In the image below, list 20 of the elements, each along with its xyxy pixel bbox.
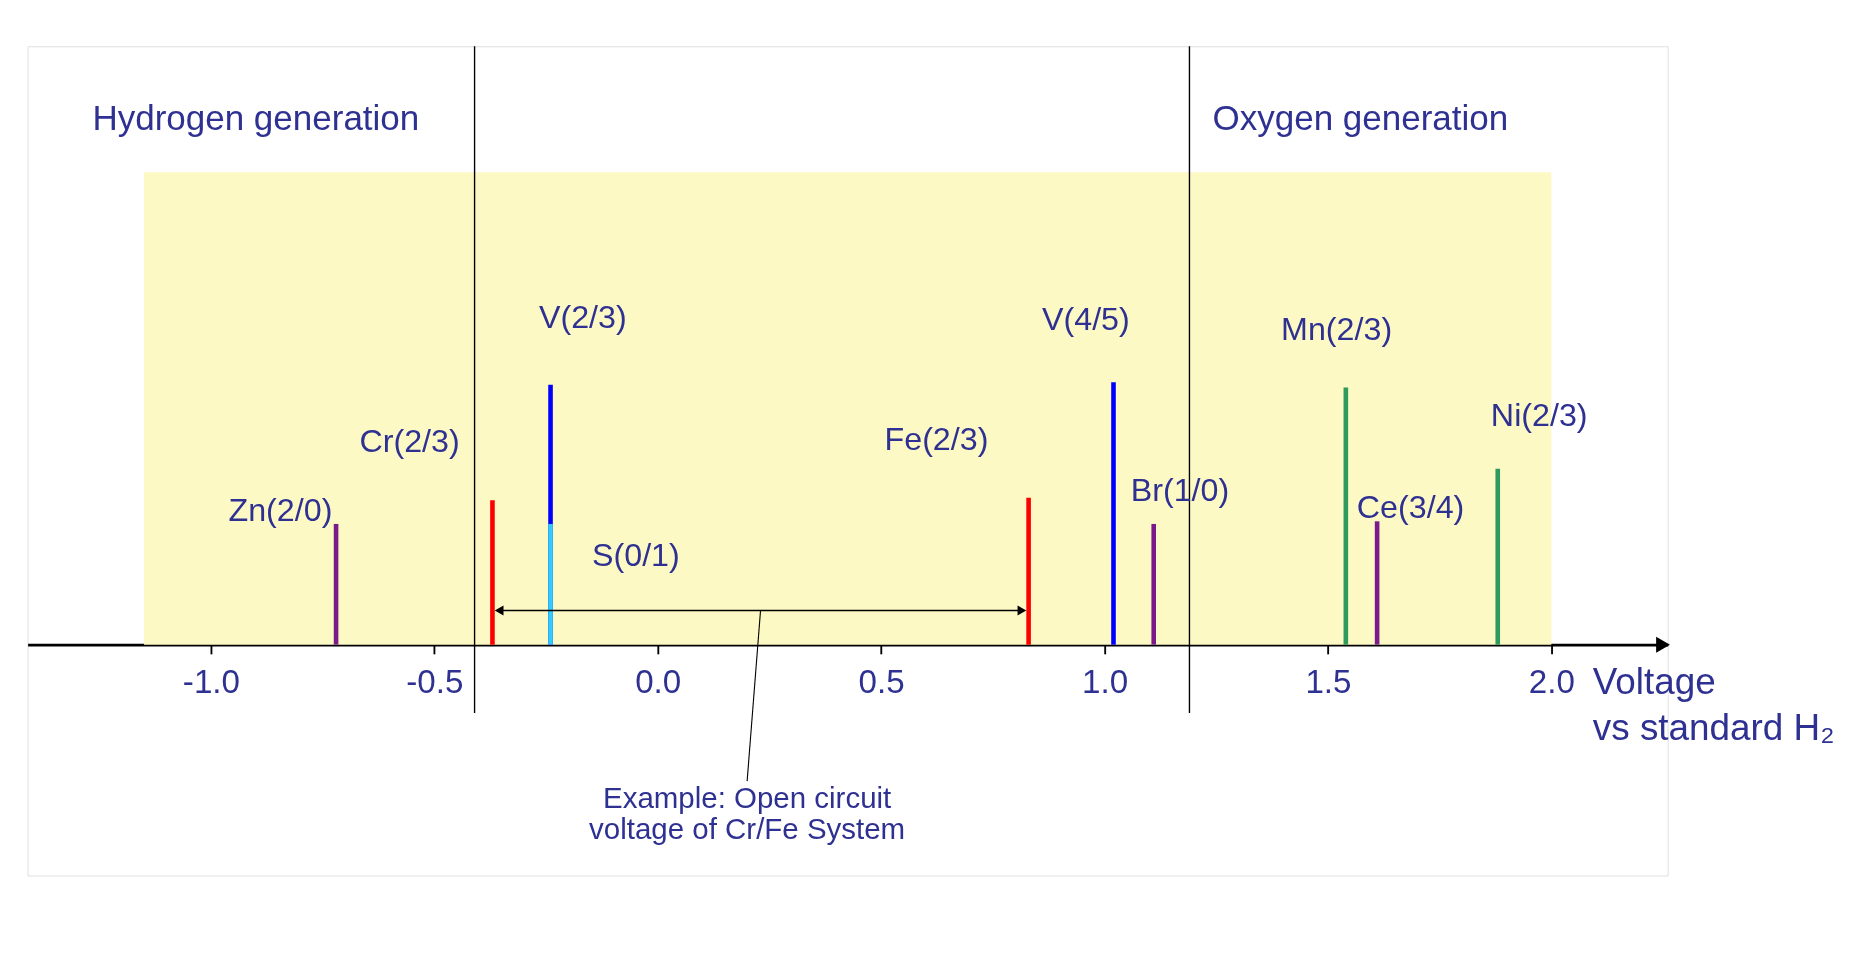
annotation: V(2/3) [538,298,627,335]
x-tick-label: -1.0 [182,663,240,701]
x-tick-label: 1.5 [1305,663,1352,701]
x-axis-title: Voltage vs standard H₂ [1592,661,1835,749]
text: Example: Open circuit voltage of Cr/Fe System [589,780,906,846]
x-tick-label: 1.0 [1081,663,1129,701]
annotation: Fe(2/3) [884,420,989,457]
x-tick-label: 0.0 [635,663,682,701]
ref-line-label: Hydrogen generation [92,97,420,137]
annotation: Ni(2/3) [1490,396,1588,433]
ref-line-label: Oxygen generation [1212,97,1509,137]
x-tick-label: -0.5 [406,663,464,701]
x-tick-label: 2.0 [1528,663,1575,701]
annotation: Ce(3/4) [1356,488,1465,525]
annotation: S(0/1) [592,537,680,574]
annotation: Mn(2/3) [1281,310,1393,347]
x-tick-label: 0.5 [858,663,905,701]
annotation: V(4/5) [1041,300,1130,337]
annotation: Cr(2/3) [359,423,460,460]
annotation: Zn(2/0) [228,492,333,529]
